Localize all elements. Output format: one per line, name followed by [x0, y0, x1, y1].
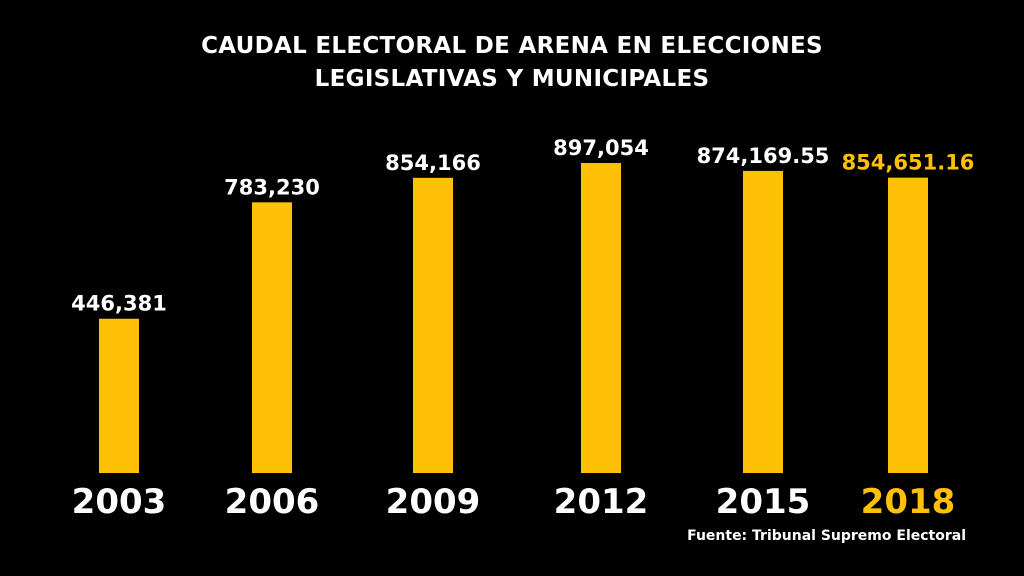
x-tick-label-2009: 2009 — [386, 482, 481, 522]
x-tick-label-2006: 2006 — [225, 482, 320, 522]
bar-2012 — [581, 163, 621, 473]
bar-2003 — [99, 318, 139, 473]
value-label-2003: 446,381 — [71, 292, 167, 316]
value-label-2015: 874,169.55 — [697, 144, 830, 168]
value-label-2012: 897,054 — [553, 136, 649, 160]
bar-2018 — [888, 177, 928, 473]
x-tick-label-2018: 2018 — [861, 482, 956, 522]
value-label-2018: 854,651.16 — [842, 151, 975, 175]
x-tick-label-2012: 2012 — [554, 482, 649, 522]
value-label-2009: 854,166 — [385, 151, 481, 175]
source-note: Fuente: Tribunal Supremo Electoral — [687, 528, 966, 544]
x-tick-label-2015: 2015 — [716, 482, 811, 522]
bar-2006 — [252, 202, 292, 474]
x-tick-label-2003: 2003 — [72, 482, 167, 522]
bar-2009 — [413, 177, 453, 473]
value-label-2006: 783,230 — [224, 175, 320, 199]
bar-2015 — [743, 170, 783, 473]
chart-title: CAUDAL ELECTORAL DE ARENA EN ELECCIONES … — [0, 30, 1024, 96]
chart-title-line-2: LEGISLATIVAS Y MUNICIPALES — [314, 66, 710, 92]
chart-title-line-1: CAUDAL ELECTORAL DE ARENA EN ELECCIONES — [201, 33, 823, 59]
